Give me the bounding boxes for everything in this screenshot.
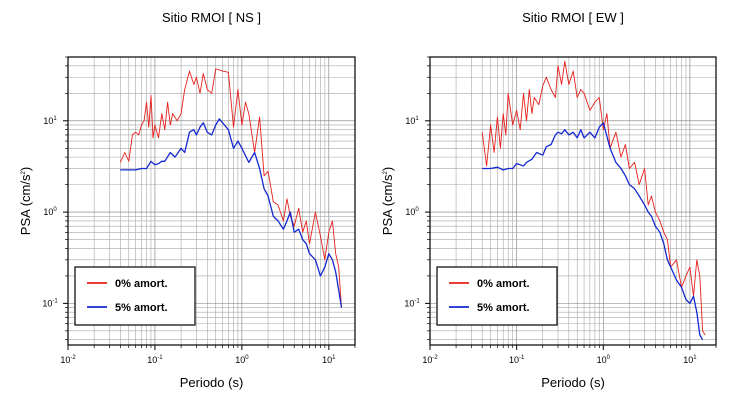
chart-title: Sitio RMOI [ EW ] <box>522 10 624 25</box>
y-axis-label: PSA (cm/s2) <box>380 167 395 235</box>
x-tick-label: 100 <box>235 355 249 365</box>
chart-panel-0: Sitio RMOI [ NS ] 10-2 10-1 100 101 10-1 100 10… <box>18 10 356 390</box>
y-tick-label: 100 <box>405 207 419 217</box>
x-axis-label: Periodo (s) <box>180 375 244 390</box>
y-tick-label: 10-1 <box>404 298 420 308</box>
y-tick-label: 101 <box>405 116 419 126</box>
x-tick-label: 100 <box>597 355 611 365</box>
series-line-damped <box>120 118 343 308</box>
legend: 0% amort. 5% amort. <box>436 266 558 326</box>
plot-frame <box>67 56 356 346</box>
series-line-damped <box>482 122 704 341</box>
legend-label: 0% amort. <box>477 278 530 290</box>
x-tick-label: 101 <box>683 355 697 365</box>
y-axis-label: PSA (cm/s2) <box>18 167 33 235</box>
x-tick-label: 10-1 <box>147 355 163 365</box>
y-tick-label: 100 <box>43 207 57 217</box>
y-tick-label: 101 <box>43 116 57 126</box>
x-tick-label: 101 <box>322 355 336 365</box>
x-tick-label: 10-1 <box>509 355 525 365</box>
legend-box <box>436 266 558 326</box>
legend-label: 5% amort. <box>115 302 168 314</box>
plot-frame <box>429 56 717 346</box>
y-tick-label: 10-1 <box>42 298 58 308</box>
legend-label: 0% amort. <box>115 278 168 290</box>
x-tick-label: 10-2 <box>422 355 438 365</box>
chart-title: Sitio RMOI [ NS ] <box>162 10 261 25</box>
series-line-undamped <box>481 60 706 336</box>
chart-panel-1: Sitio RMOI [ EW ] 10-2 10-1 100 101 10-1 100 10… <box>380 10 717 390</box>
legend: 0% amort. 5% amort. <box>74 266 196 326</box>
series-line-undamped <box>119 68 342 308</box>
x-tick-label: 10-2 <box>60 355 76 365</box>
legend-label: 5% amort. <box>477 302 530 314</box>
x-axis-label: Periodo (s) <box>541 375 605 390</box>
legend-box <box>74 266 196 326</box>
